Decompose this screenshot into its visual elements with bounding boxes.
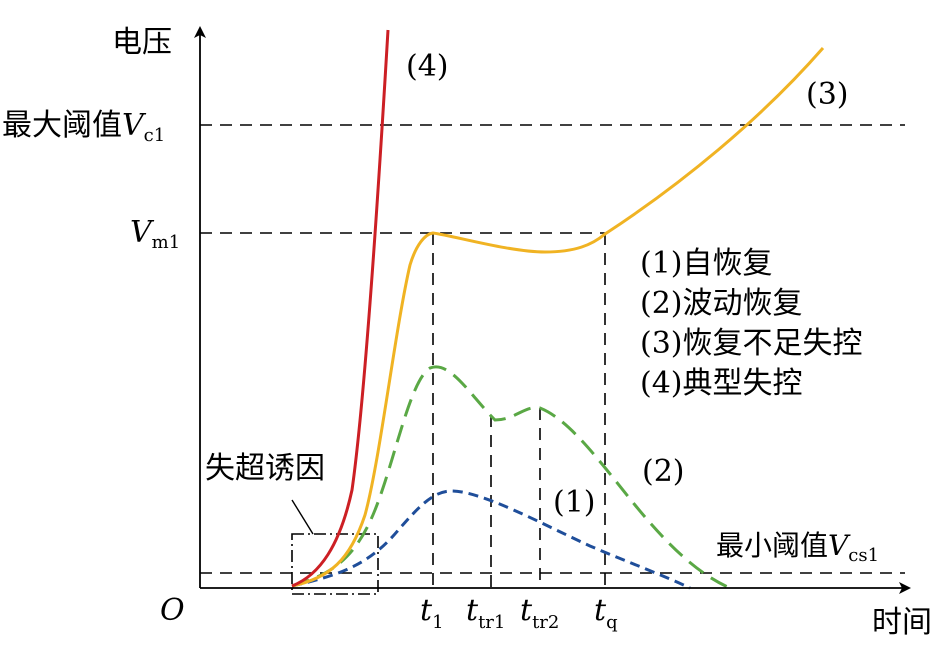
curve-1-self-recovery <box>291 489 691 590</box>
vm-level-subscript: m1 <box>152 232 181 253</box>
ttr2-symbol: t <box>520 593 533 628</box>
inducement-label: 失超诱因 <box>205 451 325 486</box>
ttr1-symbol: t <box>466 593 479 628</box>
min-threshold-subscript: cs1 <box>848 545 879 566</box>
curve-4-typical-runaway <box>291 29 390 588</box>
min-threshold-prefix: 最小阈值 <box>716 529 828 562</box>
legend: (1)自恢复 (2)波动恢复 (3)恢复不足失控 (4)典型失控 <box>640 246 863 401</box>
tq-label: tq <box>594 593 618 633</box>
tq-symbol: t <box>594 593 607 628</box>
y-axis-label: 电压 <box>112 25 172 60</box>
legend-item-2: (2)波动恢复 <box>640 286 803 321</box>
ttr2-label: ttr2 <box>520 593 559 633</box>
min-threshold-label: 最小阈值Vcs1 <box>716 529 879 566</box>
ttr2-subscript: tr2 <box>532 612 559 633</box>
max-threshold-label: 最大阈值Vc1 <box>2 108 165 146</box>
curve-2-fluctuating-recovery <box>291 365 731 590</box>
max-threshold-prefix: 最大阈值 <box>2 108 122 143</box>
ttr1-label: ttr1 <box>466 593 505 633</box>
inducement-pointer <box>291 499 314 535</box>
origin-label: O <box>160 593 185 628</box>
min-threshold-symbol: V <box>828 529 851 562</box>
curve-2-label: (2) <box>642 454 685 489</box>
vm-level-label: Vm1 <box>130 215 180 253</box>
legend-item-3: (3)恢复不足失控 <box>640 326 863 361</box>
x-axis-label: 时间 <box>872 605 932 640</box>
legend-item-4: (4)典型失控 <box>640 366 803 401</box>
t1-label: t1 <box>420 593 444 633</box>
vm-level-symbol: V <box>130 215 155 250</box>
t1-subscript: 1 <box>432 612 443 633</box>
legend-item-1: (1)自恢复 <box>640 246 773 281</box>
t1-symbol: t <box>420 593 433 628</box>
curve-3-insufficient-recovery <box>291 47 825 588</box>
inducement-box <box>291 533 379 595</box>
max-threshold-symbol: V <box>122 108 147 143</box>
max-threshold-subscript: c1 <box>144 125 166 146</box>
ttr1-subscript: tr1 <box>478 612 505 633</box>
curve-3-label: (3) <box>806 77 849 112</box>
curve-1-label: (1) <box>553 485 596 520</box>
tq-subscript: q <box>606 612 618 633</box>
curve-4-label: (4) <box>406 49 449 84</box>
